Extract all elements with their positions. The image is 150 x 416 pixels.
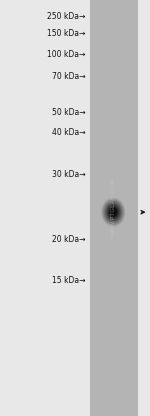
Text: 30 kDa→: 30 kDa→: [52, 170, 86, 179]
Ellipse shape: [102, 198, 125, 226]
Text: 70 kDa→: 70 kDa→: [52, 72, 86, 82]
Ellipse shape: [107, 204, 120, 220]
Ellipse shape: [110, 208, 117, 217]
Text: 20 kDa→: 20 kDa→: [52, 235, 86, 244]
Ellipse shape: [104, 201, 123, 223]
Ellipse shape: [108, 206, 119, 218]
Ellipse shape: [105, 203, 121, 221]
Ellipse shape: [103, 199, 124, 225]
Ellipse shape: [102, 199, 124, 225]
Ellipse shape: [102, 198, 124, 226]
Ellipse shape: [110, 208, 117, 216]
Ellipse shape: [102, 198, 125, 226]
Text: 50 kDa→: 50 kDa→: [52, 108, 86, 117]
Ellipse shape: [110, 208, 116, 216]
Ellipse shape: [109, 207, 117, 217]
Ellipse shape: [108, 206, 119, 219]
Ellipse shape: [103, 200, 124, 225]
Ellipse shape: [106, 203, 120, 221]
Text: 100 kDa→: 100 kDa→: [47, 50, 86, 59]
Ellipse shape: [108, 206, 119, 219]
Ellipse shape: [101, 198, 125, 227]
Ellipse shape: [107, 205, 119, 219]
Ellipse shape: [109, 207, 117, 217]
Ellipse shape: [104, 201, 122, 223]
Ellipse shape: [108, 206, 118, 218]
Ellipse shape: [109, 206, 118, 218]
Ellipse shape: [101, 198, 125, 227]
Ellipse shape: [106, 204, 120, 220]
Text: 40 kDa→: 40 kDa→: [52, 128, 86, 137]
Bar: [90, 0, 138, 416]
Ellipse shape: [105, 202, 122, 223]
Ellipse shape: [109, 207, 118, 218]
Ellipse shape: [106, 204, 120, 220]
Ellipse shape: [105, 203, 121, 222]
Ellipse shape: [102, 199, 124, 225]
Ellipse shape: [104, 201, 122, 223]
Ellipse shape: [110, 208, 117, 216]
Text: 150 kDa→: 150 kDa→: [47, 29, 86, 38]
Ellipse shape: [103, 200, 123, 224]
Ellipse shape: [103, 200, 123, 224]
Ellipse shape: [101, 197, 126, 227]
Text: 15 kDa→: 15 kDa→: [52, 276, 86, 285]
Text: WWW.PTGLAB.COM: WWW.PTGLAB.COM: [111, 178, 116, 238]
Text: 250 kDa→: 250 kDa→: [47, 12, 86, 21]
Ellipse shape: [107, 205, 119, 220]
Ellipse shape: [106, 203, 121, 221]
Ellipse shape: [105, 202, 122, 222]
Ellipse shape: [105, 202, 122, 223]
Ellipse shape: [107, 205, 120, 220]
Ellipse shape: [104, 201, 123, 224]
